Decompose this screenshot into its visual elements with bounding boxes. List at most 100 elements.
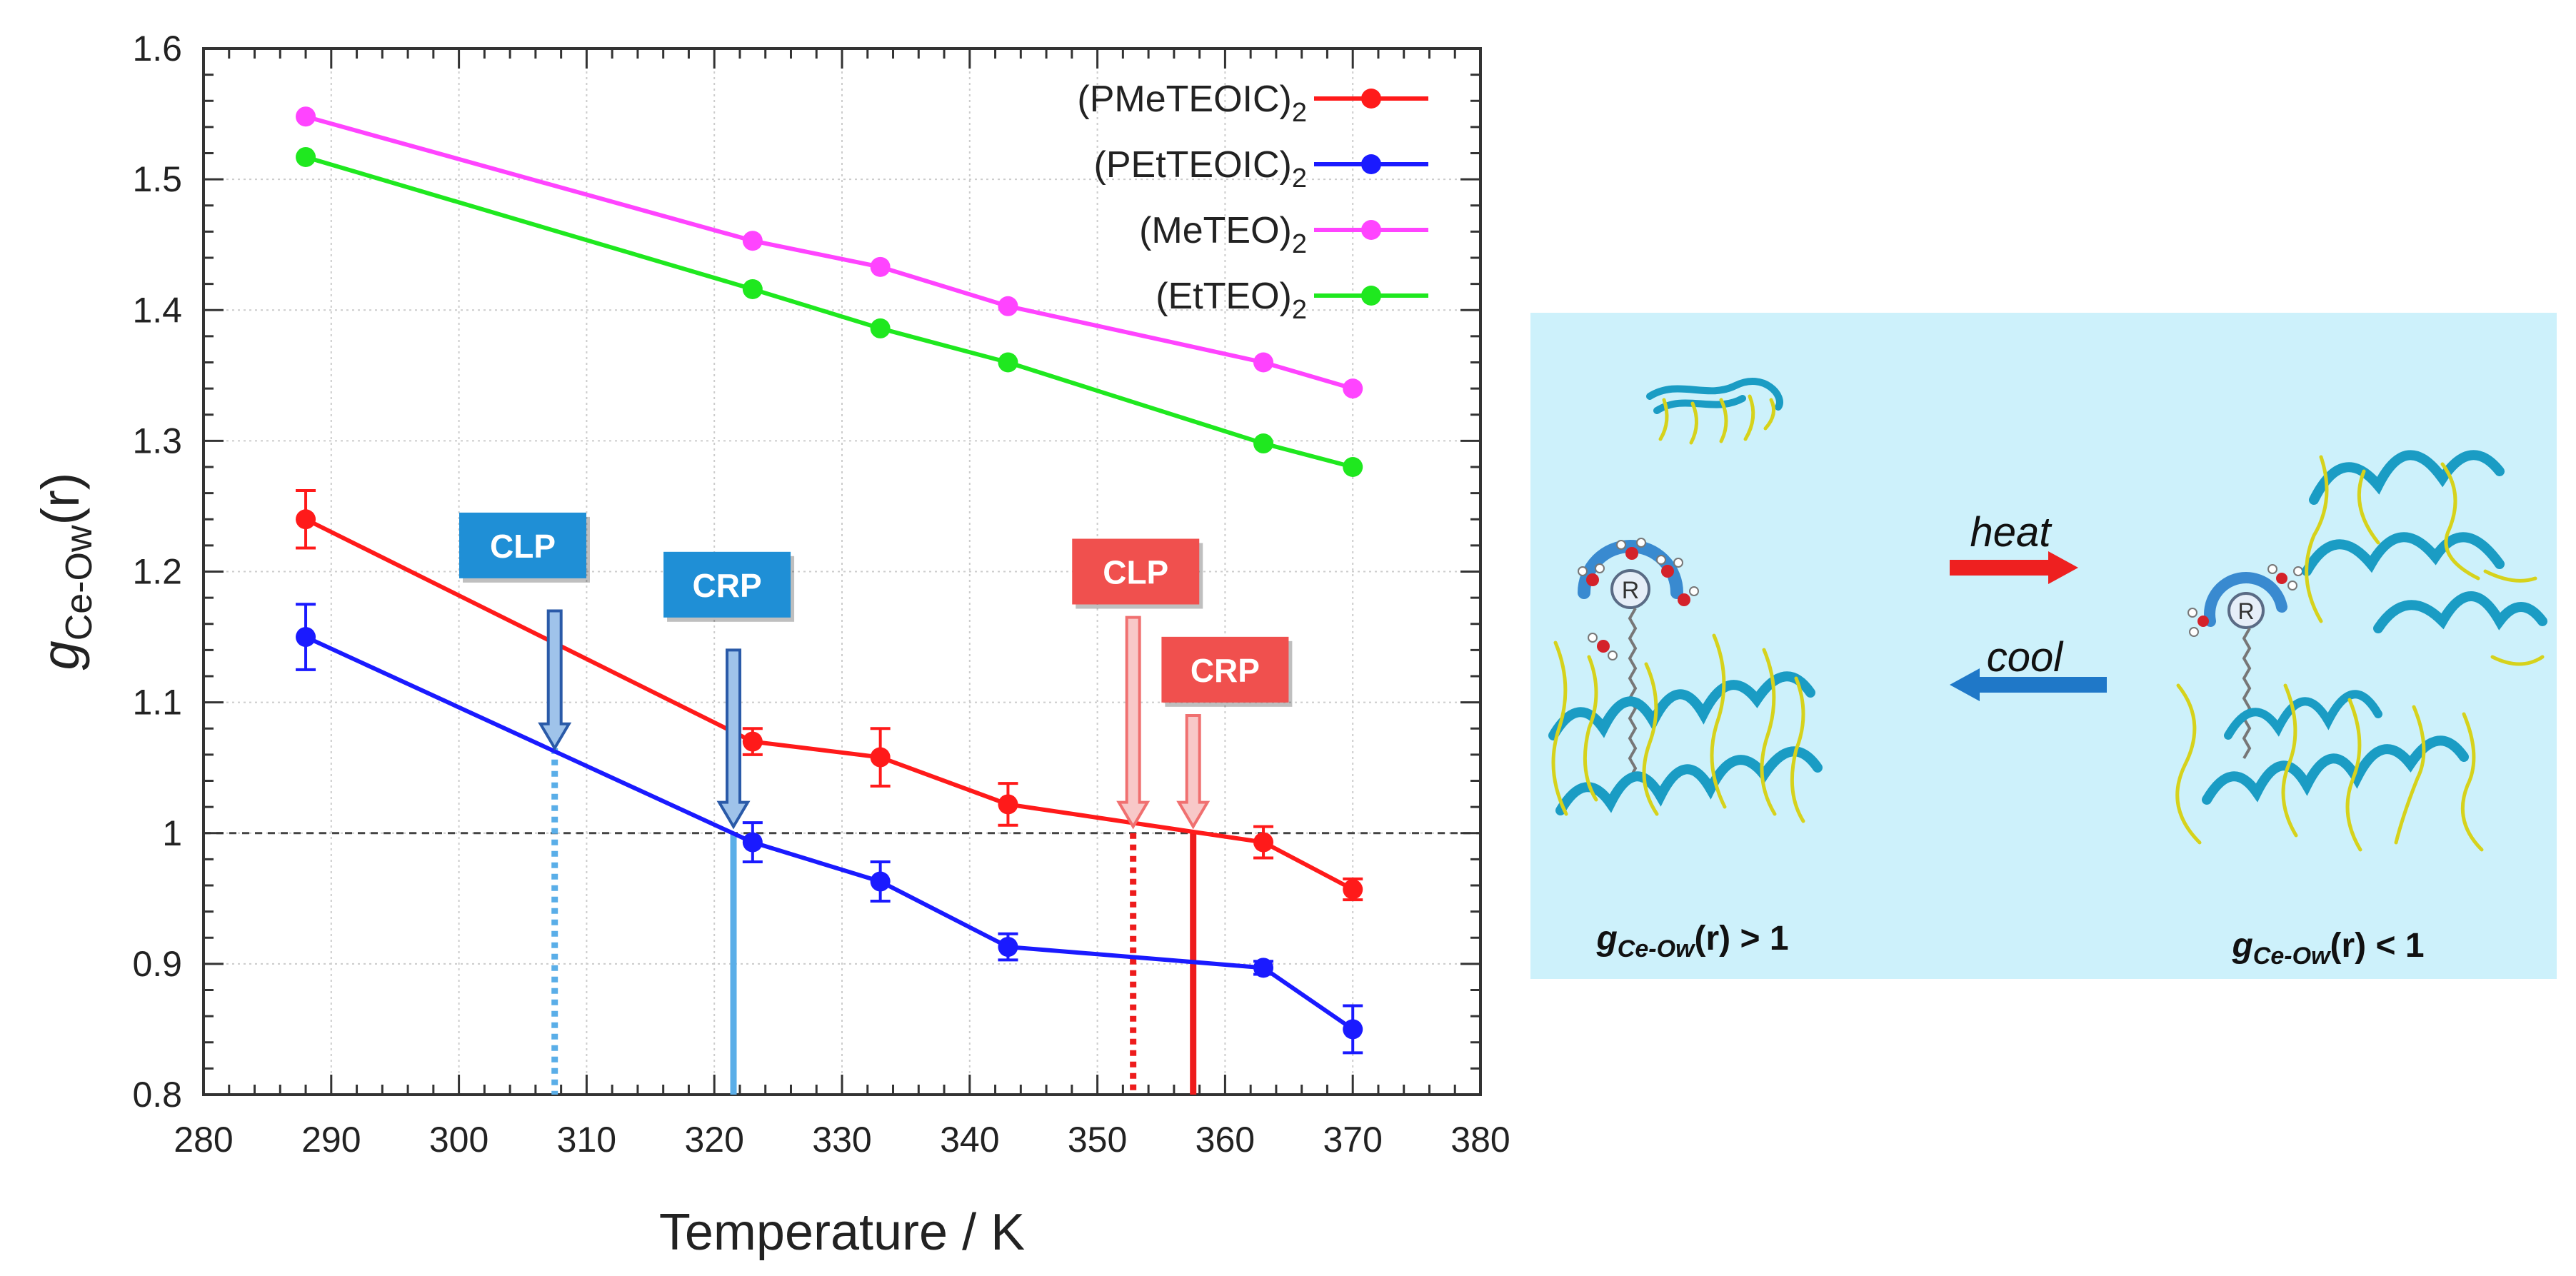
y-tick-label: 1 xyxy=(162,813,182,853)
transition-blue-crp: CRP xyxy=(663,551,795,830)
data-point xyxy=(998,352,1018,373)
data-point xyxy=(296,106,316,127)
legend-label-name: (PEtTEOIC) xyxy=(1094,144,1292,186)
right-caption-g: g xyxy=(2231,927,2252,965)
collapsed-state-polymer xyxy=(2175,450,2547,852)
transition-box xyxy=(459,512,586,578)
legend-marker xyxy=(1361,220,1381,240)
x-tick-label: 300 xyxy=(429,1120,488,1160)
data-point xyxy=(742,731,763,752)
swollen-state-molecule: R xyxy=(1578,538,1699,779)
collapsed-state-molecule: R xyxy=(2187,564,2303,759)
y-tick-label: 0.9 xyxy=(132,944,182,984)
series-line xyxy=(304,517,1354,892)
data-point xyxy=(1343,879,1363,900)
series-3 xyxy=(296,146,1363,477)
transition-box xyxy=(663,551,791,618)
data-point xyxy=(1253,433,1274,454)
transition-box xyxy=(1072,538,1200,605)
legend-label-sub: 2 xyxy=(1292,295,1307,325)
heat-label: heat xyxy=(1970,509,2053,556)
data-point xyxy=(1253,832,1274,853)
x-tick-label: 350 xyxy=(1068,1120,1127,1160)
data-point xyxy=(870,871,891,892)
y-tick-label: 1.3 xyxy=(132,421,182,461)
y-axis-label-g: g xyxy=(31,640,90,670)
core-label: R xyxy=(1622,577,1640,604)
y-tick-label: 0.8 xyxy=(132,1075,182,1115)
x-tick-label: 330 xyxy=(812,1120,871,1160)
transition-markers: CLP CRP CLP CRP xyxy=(459,512,1293,830)
x-tick-label: 370 xyxy=(1323,1120,1382,1160)
cool-label: cool xyxy=(1987,634,2065,680)
legend-label-name: (EtTEO) xyxy=(1156,276,1292,317)
series-line xyxy=(305,114,1354,391)
illustration-background xyxy=(1530,313,2557,979)
y-axis-label-suffix: (r) xyxy=(31,473,90,526)
legend-label-sub: 2 xyxy=(1292,98,1307,128)
heat-arrow xyxy=(1950,551,2078,584)
core-circle-2 xyxy=(2227,592,2265,629)
axis-ticks xyxy=(202,47,1482,1096)
transition-red-crp: CRP xyxy=(1161,636,1293,830)
right-caption-sub: Ce-Ow xyxy=(2253,943,2332,970)
y-tick-labels: 0.8 0.9 1 1.1 1.2 1.3 1.4 1.5 1.6 xyxy=(132,29,182,1115)
data-point xyxy=(1343,1019,1363,1040)
legend: (PMeTEOIC)2(PEtTEOIC)2(MeTEO)2(EtTEO)2 xyxy=(1077,79,1428,325)
legend-label-sub: 2 xyxy=(1292,164,1307,194)
transition-label: CLP xyxy=(1103,554,1168,591)
data-point xyxy=(296,146,316,167)
swollen-state-polymer xyxy=(1548,633,1823,823)
polymer-cluster-small xyxy=(1646,378,1783,445)
data-point xyxy=(1253,958,1274,978)
left-caption-sub: Ce-Ow xyxy=(1618,935,1696,963)
left-caption: gCe-Ow(r) > 1 xyxy=(1595,920,1788,963)
legend-label: (EtTEO)2 xyxy=(1156,276,1307,325)
transition-arrow xyxy=(538,609,572,751)
data-point xyxy=(998,937,1018,958)
plot-frame xyxy=(202,47,1482,1096)
data-point xyxy=(742,231,763,251)
data-point xyxy=(742,278,763,299)
transition-box xyxy=(1161,636,1289,703)
chart: 280 290 300 310 320 330 340 350 360 370 380 0.8 0.9… xyxy=(31,29,1510,1261)
series-0 xyxy=(296,488,1363,902)
series-2 xyxy=(296,106,1363,399)
cool-arrow xyxy=(1950,668,2107,701)
left-caption-rest: (r) > 1 xyxy=(1694,920,1788,958)
data-point xyxy=(742,832,763,853)
legend-label-sub: 2 xyxy=(1292,229,1307,259)
data-point xyxy=(870,747,891,768)
series-line xyxy=(304,635,1354,1031)
core-circle xyxy=(1610,569,1650,609)
x-axis-label: Temperature / K xyxy=(659,1204,1025,1261)
legend-marker xyxy=(1361,89,1381,109)
x-tick-label: 280 xyxy=(174,1120,233,1160)
data-point xyxy=(870,318,891,338)
left-caption-g: g xyxy=(1595,920,1617,958)
legend-label: (PMeTEOIC)2 xyxy=(1077,79,1307,128)
legend-label-name: (MeTEO) xyxy=(1139,210,1292,251)
x-tick-label: 340 xyxy=(940,1120,999,1160)
transition-arrow xyxy=(1116,616,1151,830)
x-tick-label: 290 xyxy=(301,1120,361,1160)
y-tick-label: 1.4 xyxy=(132,290,182,330)
data-point xyxy=(1343,457,1363,477)
transition-arrow xyxy=(1176,713,1211,830)
legend-label: (PEtTEOIC)2 xyxy=(1094,144,1307,194)
data-point xyxy=(296,627,316,648)
y-tick-label: 1.1 xyxy=(132,683,182,723)
water-molecules xyxy=(1578,538,1699,660)
transition-red-clp: CLP xyxy=(1072,538,1203,830)
data-point xyxy=(1343,378,1363,399)
series-1 xyxy=(296,603,1363,1055)
data-point xyxy=(870,256,891,277)
right-caption: gCe-Ow(r) < 1 xyxy=(2231,927,2424,970)
y-tick-label: 1.6 xyxy=(132,29,182,69)
right-caption-rest: (r) < 1 xyxy=(2330,927,2424,965)
y-tick-label: 1.2 xyxy=(132,552,182,592)
legend-marker xyxy=(1361,286,1381,306)
gridlines xyxy=(204,49,1480,1095)
x-tick-label: 320 xyxy=(684,1120,743,1160)
